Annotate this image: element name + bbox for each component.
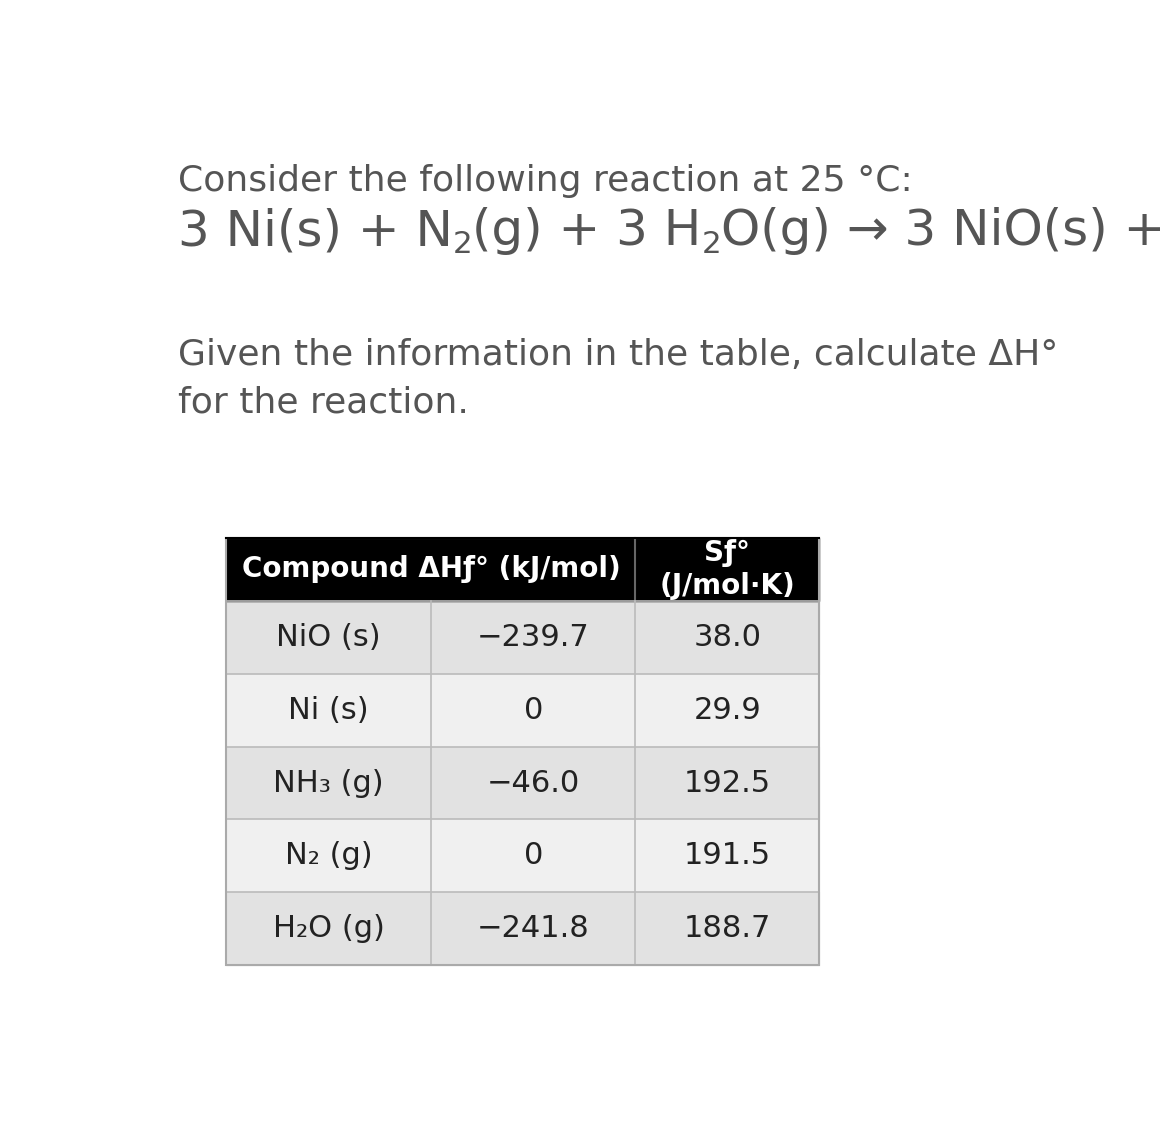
Text: NiO (s): NiO (s) (276, 623, 380, 652)
Text: Sƒ°
(J/mol·K): Sƒ° (J/mol·K) (660, 539, 796, 600)
Bar (226, 747, 819, 820)
Text: NH₃ (g): NH₃ (g) (274, 769, 384, 798)
Text: Ni (s): Ni (s) (289, 696, 369, 724)
Text: O(g) → 3 NiO(s) + 2 NH: O(g) → 3 NiO(s) + 2 NH (722, 207, 1160, 255)
Text: −241.8: −241.8 (477, 915, 589, 943)
Bar (226, 538, 819, 966)
Text: 2: 2 (702, 231, 722, 259)
Text: 3 Ni(s) + N: 3 Ni(s) + N (177, 207, 452, 255)
Text: Compound ΔHƒ° (kJ/mol): Compound ΔHƒ° (kJ/mol) (241, 556, 621, 583)
Text: N₂ (g): N₂ (g) (285, 841, 372, 871)
Text: 0: 0 (523, 696, 543, 724)
Text: −46.0: −46.0 (486, 769, 580, 798)
Text: 2: 2 (452, 231, 472, 259)
Bar (226, 892, 819, 966)
Text: H₂O (g): H₂O (g) (273, 915, 385, 943)
Text: 29.9: 29.9 (694, 696, 761, 724)
Text: 0: 0 (523, 841, 543, 871)
Bar (226, 601, 819, 674)
Text: 38.0: 38.0 (694, 623, 761, 652)
Text: Consider the following reaction at 25 °C:: Consider the following reaction at 25 °C… (177, 164, 912, 198)
Text: 191.5: 191.5 (683, 841, 771, 871)
Text: Given the information in the table, calculate ΔH°
for the reaction.: Given the information in the table, calc… (177, 337, 1058, 419)
Text: −239.7: −239.7 (477, 623, 589, 652)
Bar (226, 674, 819, 747)
Bar (226, 820, 819, 892)
Bar (226, 538, 819, 601)
Text: (g) + 3 H: (g) + 3 H (472, 207, 702, 255)
Text: 192.5: 192.5 (683, 769, 771, 798)
Text: 188.7: 188.7 (683, 915, 771, 943)
